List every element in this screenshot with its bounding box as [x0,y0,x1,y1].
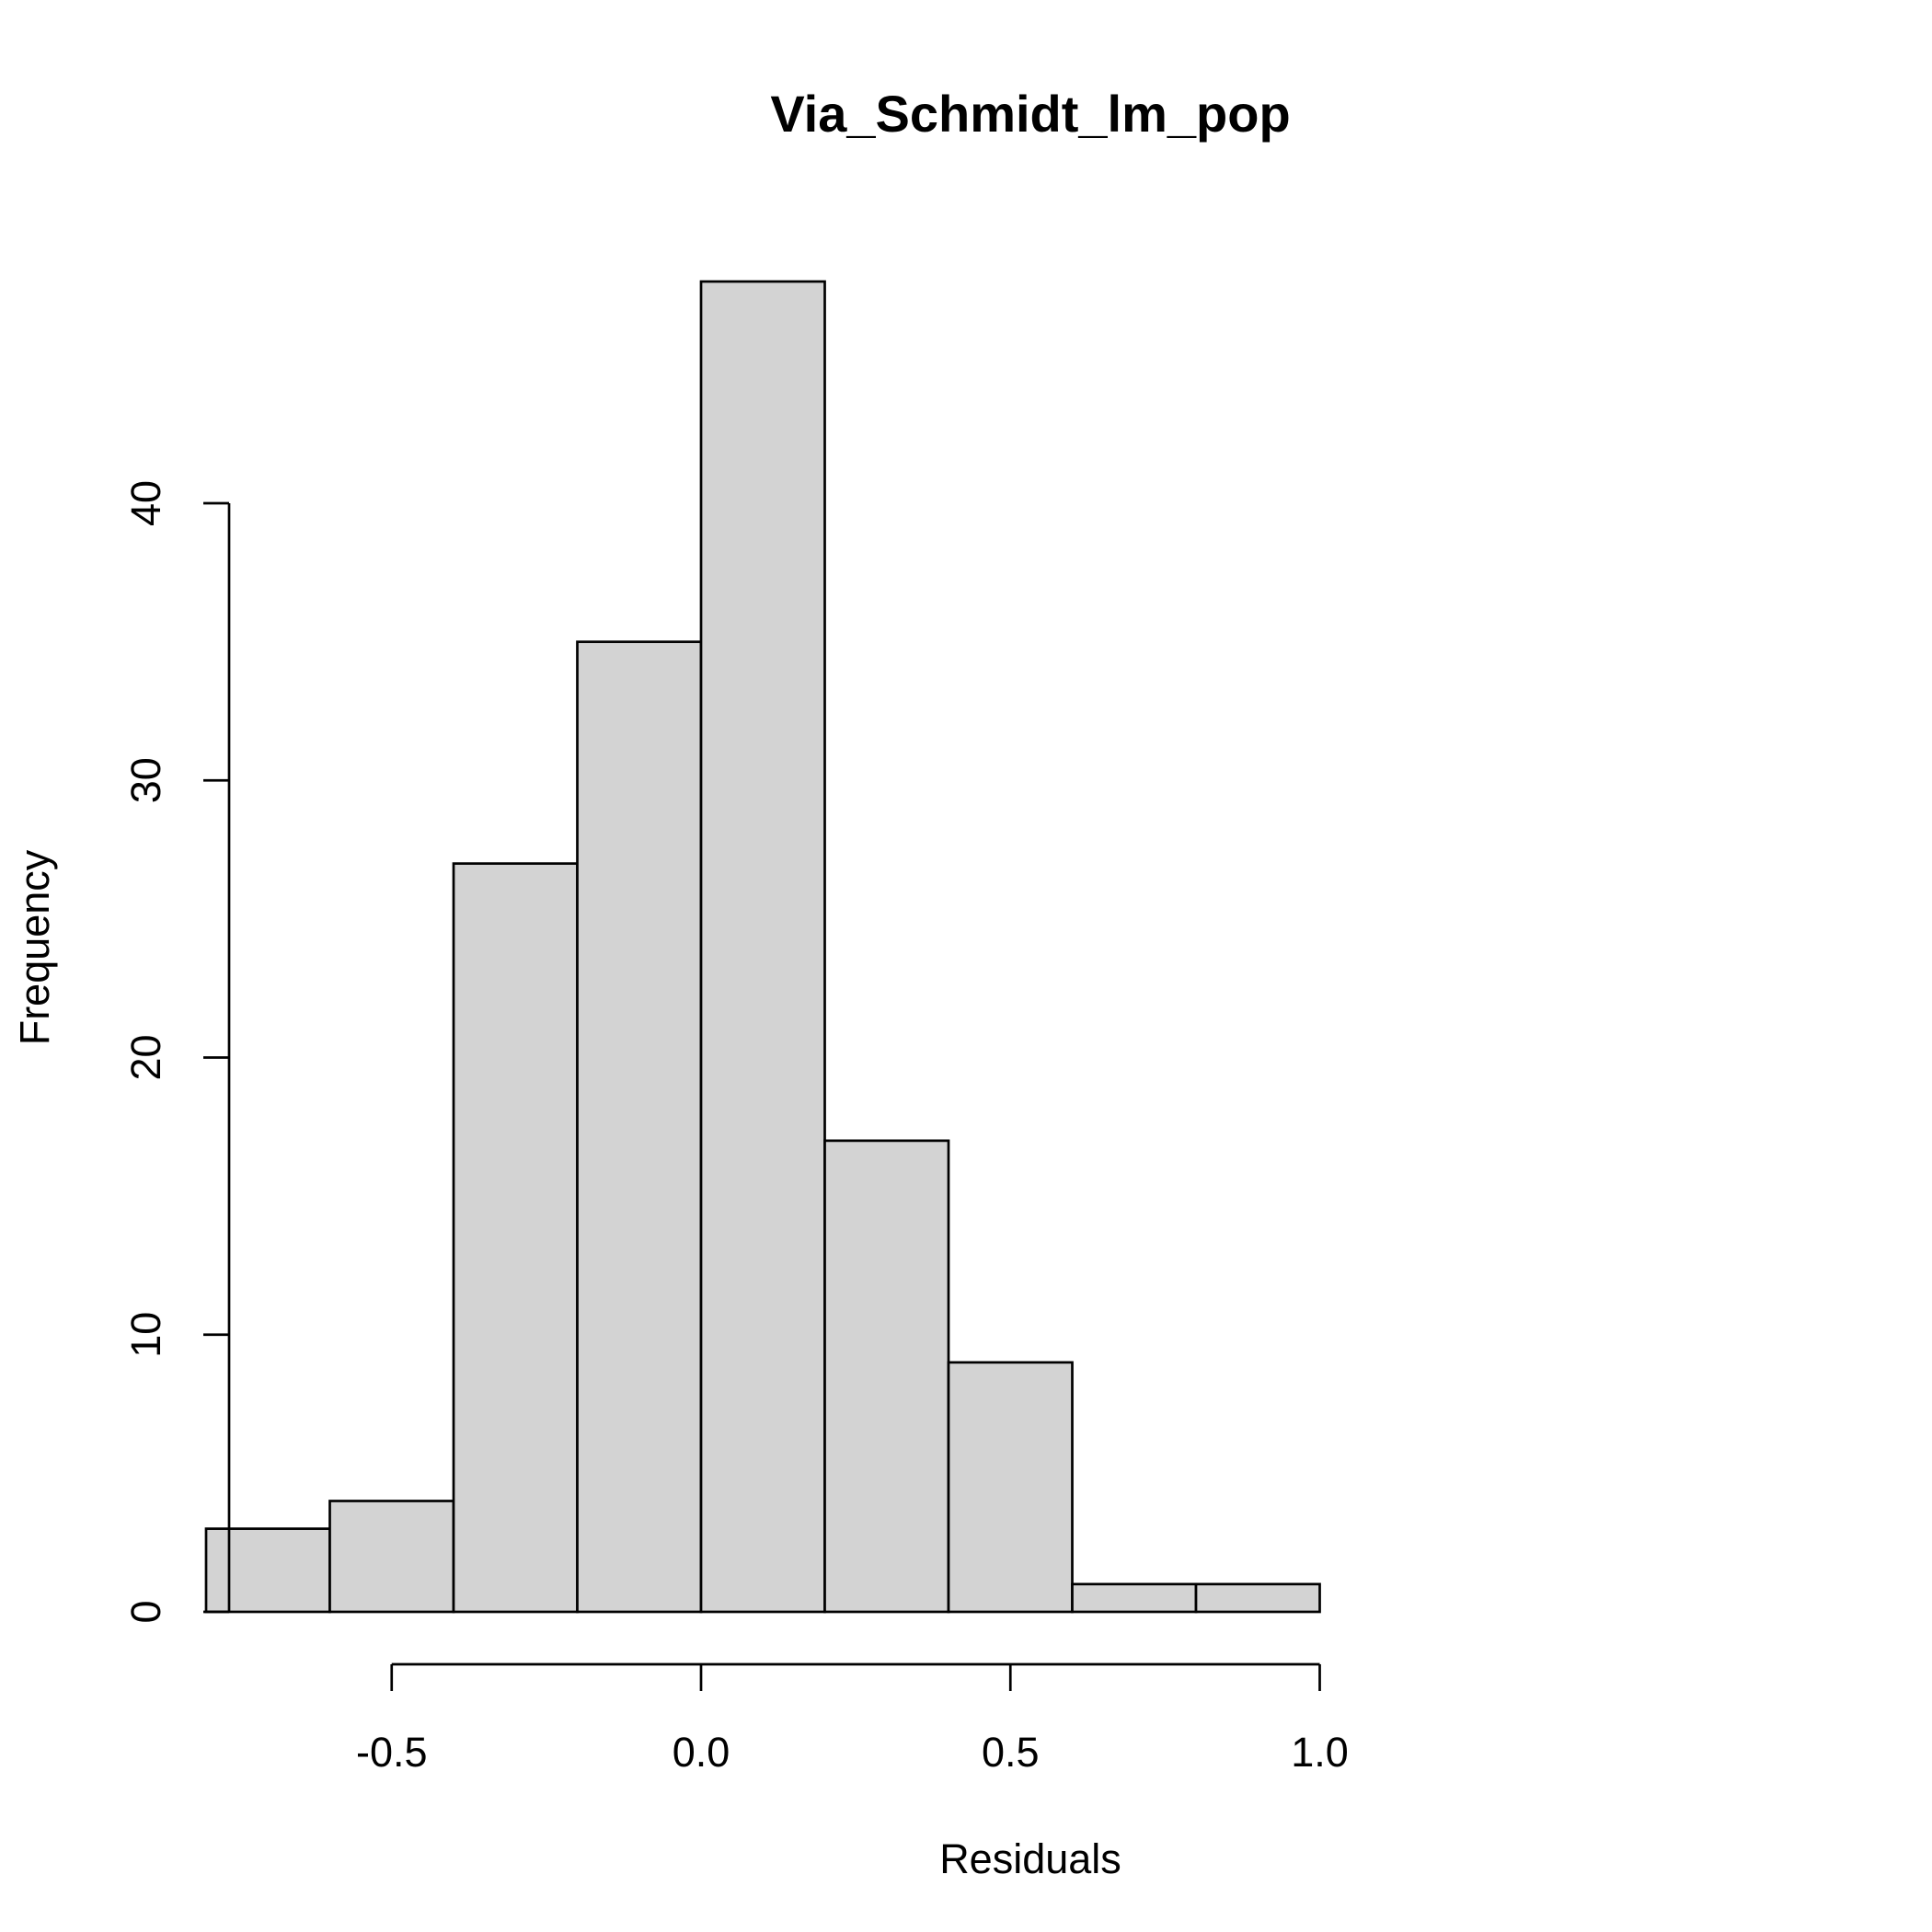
histogram-bars [204,280,1321,1614]
histogram-bar-6 [823,1139,950,1614]
histogram-bar-9 [1194,1582,1321,1614]
chart-title: Via_Schmidt_lm_pop [770,85,1290,143]
y-tick-label: 10 [122,1312,169,1358]
y-tick-label: 20 [122,1034,169,1080]
x-tick-label: -0.5 [356,1729,428,1776]
histogram-bar-8 [1071,1582,1198,1614]
histogram-bar-2 [328,1500,455,1614]
x-axis-label: Residuals [939,1835,1121,1882]
y-axis: 0 10 20 30 40 [122,480,231,1624]
histogram-bar-1 [204,1527,331,1614]
x-tick-label: 0.0 [673,1729,730,1776]
x-tick-label: 1.0 [1291,1729,1349,1776]
y-axis-label: Frequency [11,849,58,1045]
histogram-bar-3 [452,862,579,1614]
x-axis: -0.5 0.0 0.5 1.0 [356,1662,1349,1776]
y-tick-label: 30 [122,757,169,803]
histogram-bar-4 [576,640,703,1614]
histogram-bar-5 [699,280,826,1614]
y-tick-label: 0 [122,1600,169,1623]
y-tick-label: 40 [122,480,169,526]
x-tick-label: 0.5 [982,1729,1040,1776]
histogram-bar-7 [947,1361,1074,1614]
